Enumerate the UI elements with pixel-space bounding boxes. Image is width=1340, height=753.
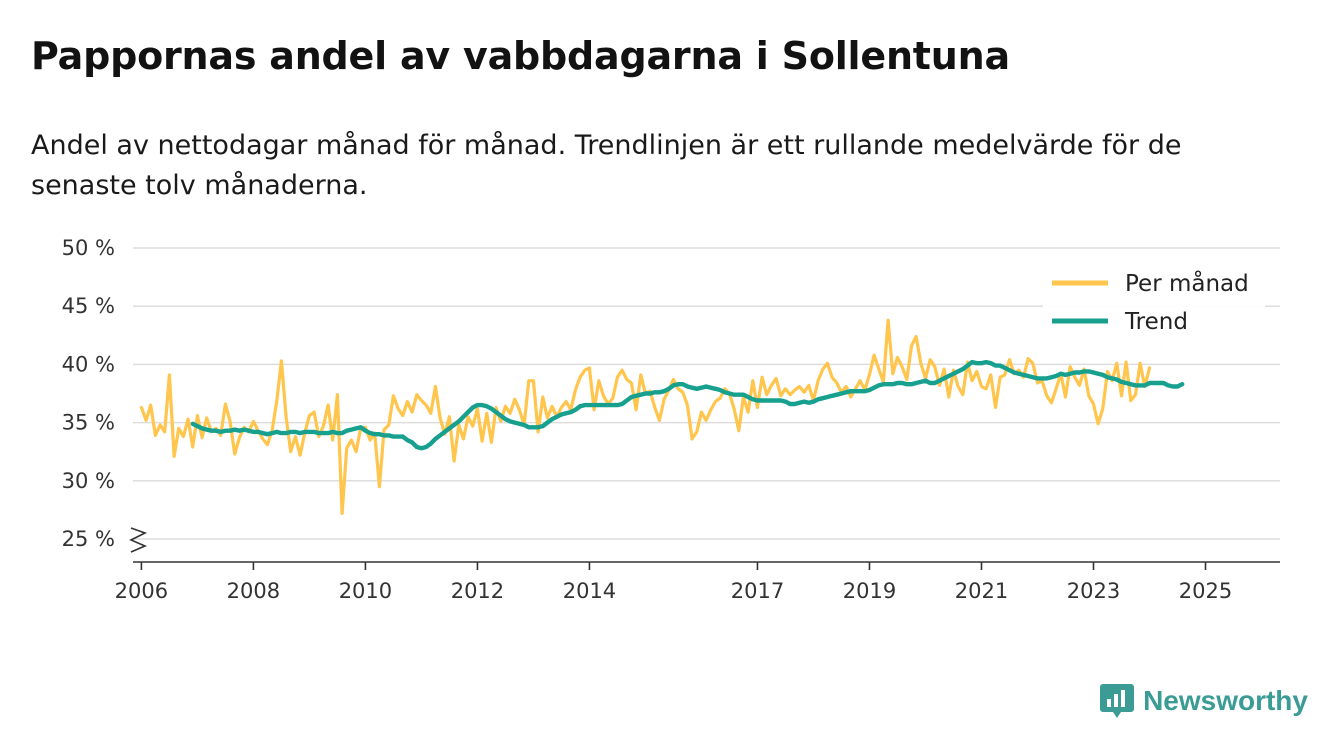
x-tick-label: 2021 (955, 579, 1008, 603)
x-tick-label: 2025 (1179, 579, 1232, 603)
newsworthy-logo-icon (1100, 684, 1135, 718)
y-tick-label: 30 % (62, 469, 115, 493)
x-tick-label: 2019 (843, 579, 896, 603)
x-tick-label: 2006 (115, 579, 168, 603)
y-tick-label: 45 % (62, 294, 115, 318)
brand-name: Newsworthy (1143, 685, 1308, 716)
legend: Per månad Trend (1043, 266, 1265, 338)
x-tick-label: 2014 (563, 579, 616, 603)
legend-label: Per månad (1125, 269, 1249, 297)
axis-break-icon (129, 527, 148, 553)
x-tick-label: 2023 (1067, 579, 1120, 603)
y-tick-label: 50 % (62, 236, 115, 260)
x-tick-label: 2017 (731, 579, 784, 603)
legend-label: Trend (1124, 309, 1188, 335)
x-tick-label: 2008 (227, 579, 280, 603)
axes: 25 % 30 % 35 % 40 % 45 % 50 % 2006 2008 2010 2012… (62, 236, 1280, 603)
series-line-per-manad (139, 318, 1152, 516)
chart-subtitle: Andel av nettodagar månad för månad. Tre… (31, 130, 1182, 201)
legend-background (1043, 266, 1265, 338)
x-tick-label: 2012 (451, 579, 504, 603)
series-lines (139, 318, 1185, 516)
page-title: Pappornas andel av vabbdagarna i Sollent… (31, 34, 1010, 78)
y-tick-label: 35 % (62, 411, 115, 435)
y-tick-label: 40 % (62, 352, 115, 376)
brand-logo: Newsworthy (1099, 682, 1308, 720)
y-tick-label: 25 % (62, 527, 115, 551)
series-line-trend (190, 359, 1185, 451)
x-tick-label: 2010 (339, 579, 392, 603)
